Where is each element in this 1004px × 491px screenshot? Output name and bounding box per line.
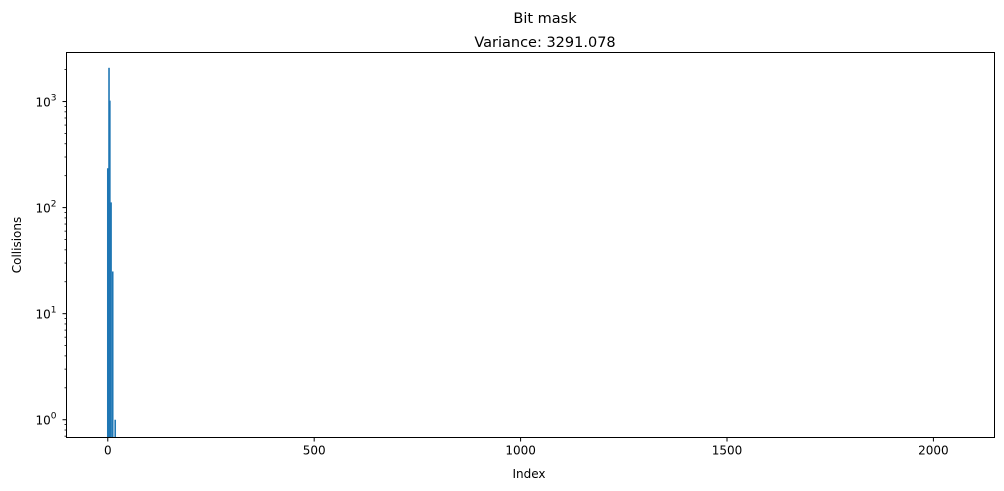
y-tick-label: 100 bbox=[35, 412, 56, 428]
chart-title: Bit mask bbox=[513, 11, 577, 27]
x-axis-ticks: 0 500 1000 1500 2000 bbox=[104, 437, 949, 458]
chart-subtitle: Variance: 3291.078 bbox=[474, 35, 615, 51]
y-tick-label: 101 bbox=[35, 306, 56, 322]
bar bbox=[106, 168, 109, 438]
bars-group bbox=[106, 67, 117, 438]
bar bbox=[111, 271, 114, 438]
bar bbox=[109, 100, 111, 438]
x-tick-label: 2000 bbox=[918, 444, 949, 458]
y-tick-label: 103 bbox=[35, 94, 56, 110]
y-axis-ticks: 100 101 102 103 bbox=[35, 69, 67, 437]
plot-frame bbox=[66, 52, 995, 438]
x-tick-label: 1000 bbox=[505, 444, 536, 458]
x-tick-label: 0 bbox=[104, 444, 112, 458]
y-axis-label: Collisions bbox=[10, 217, 24, 274]
x-tick-label: 1500 bbox=[712, 444, 743, 458]
x-tick-label: 500 bbox=[303, 444, 326, 458]
bar bbox=[114, 419, 117, 438]
y-tick-label: 102 bbox=[35, 200, 56, 216]
bar bbox=[108, 67, 110, 438]
x-axis-label: Index bbox=[512, 467, 545, 481]
bar bbox=[110, 202, 112, 438]
